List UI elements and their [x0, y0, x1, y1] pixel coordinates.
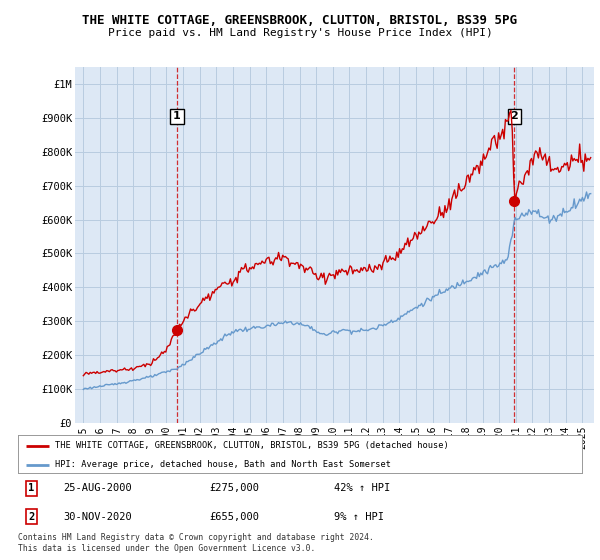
- Text: £655,000: £655,000: [210, 512, 260, 522]
- Text: Price paid vs. HM Land Registry's House Price Index (HPI): Price paid vs. HM Land Registry's House …: [107, 28, 493, 38]
- Text: 42% ↑ HPI: 42% ↑ HPI: [334, 483, 390, 493]
- Text: £275,000: £275,000: [210, 483, 260, 493]
- Text: 2: 2: [511, 111, 518, 122]
- Text: 1: 1: [28, 483, 34, 493]
- Text: 9% ↑ HPI: 9% ↑ HPI: [334, 512, 384, 522]
- Text: 25-AUG-2000: 25-AUG-2000: [63, 483, 132, 493]
- Text: THE WHITE COTTAGE, GREENSBROOK, CLUTTON, BRISTOL, BS39 5PG (detached house): THE WHITE COTTAGE, GREENSBROOK, CLUTTON,…: [55, 441, 448, 450]
- Text: 2: 2: [28, 512, 34, 522]
- Text: This data is licensed under the Open Government Licence v3.0.: This data is licensed under the Open Gov…: [18, 544, 316, 553]
- Text: THE WHITE COTTAGE, GREENSBROOK, CLUTTON, BRISTOL, BS39 5PG: THE WHITE COTTAGE, GREENSBROOK, CLUTTON,…: [83, 14, 517, 27]
- Text: Contains HM Land Registry data © Crown copyright and database right 2024.: Contains HM Land Registry data © Crown c…: [18, 533, 374, 542]
- Text: 30-NOV-2020: 30-NOV-2020: [63, 512, 132, 522]
- Text: HPI: Average price, detached house, Bath and North East Somerset: HPI: Average price, detached house, Bath…: [55, 460, 391, 469]
- Text: 1: 1: [173, 111, 181, 122]
